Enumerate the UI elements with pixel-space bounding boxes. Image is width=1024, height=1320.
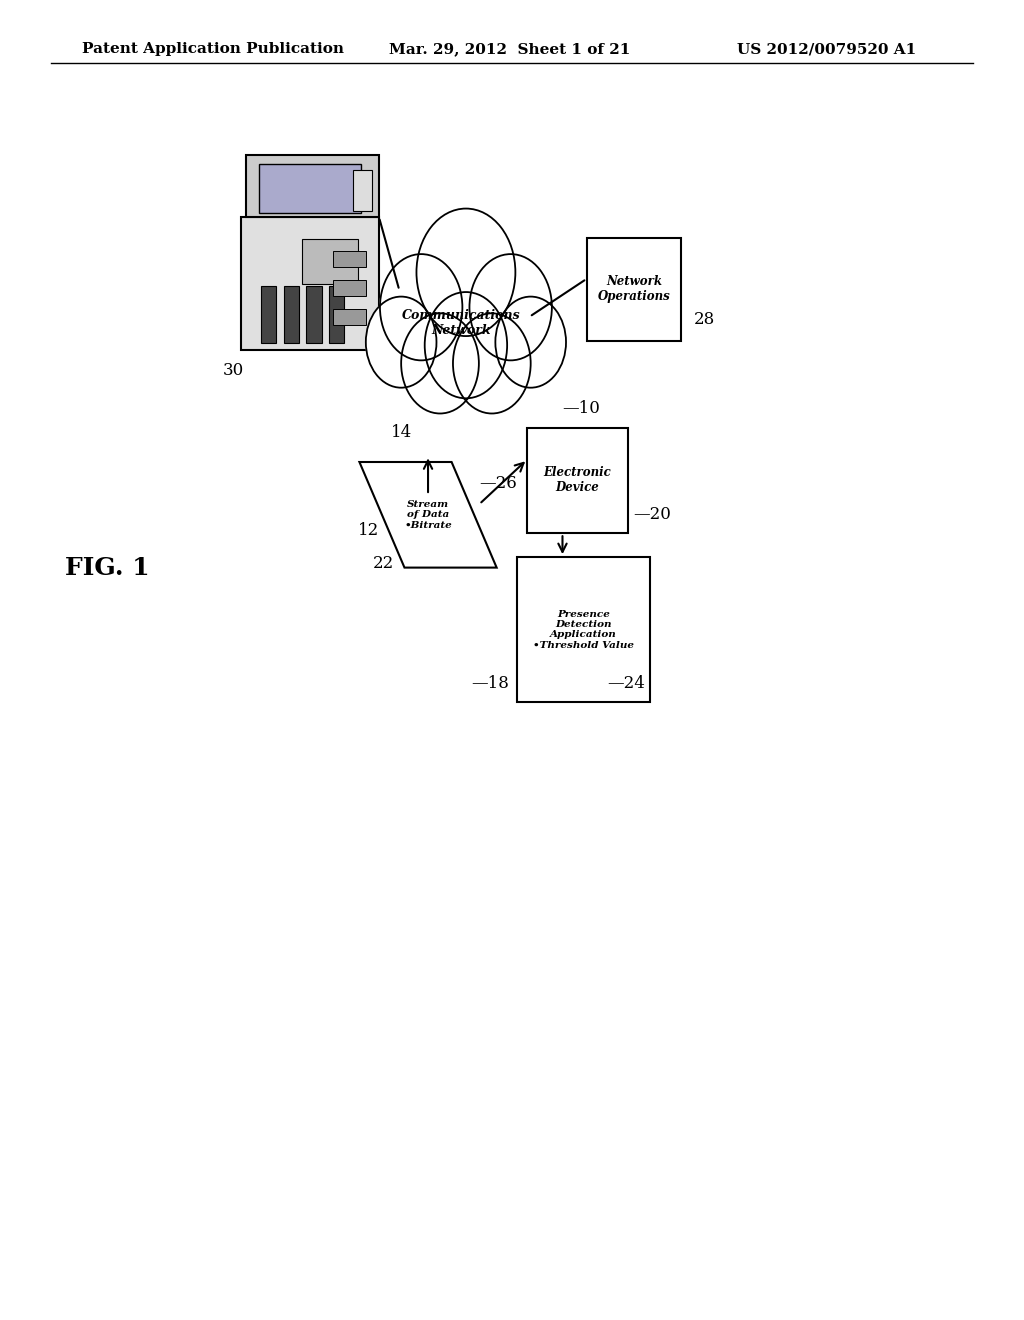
FancyBboxPatch shape	[333, 309, 366, 325]
FancyBboxPatch shape	[587, 238, 681, 341]
FancyBboxPatch shape	[241, 216, 379, 350]
FancyBboxPatch shape	[306, 286, 322, 343]
Circle shape	[469, 253, 552, 360]
FancyBboxPatch shape	[333, 251, 366, 267]
Circle shape	[366, 297, 436, 388]
FancyBboxPatch shape	[333, 280, 366, 296]
Text: Mar. 29, 2012  Sheet 1 of 21: Mar. 29, 2012 Sheet 1 of 21	[389, 42, 631, 57]
FancyBboxPatch shape	[527, 428, 628, 533]
Circle shape	[380, 253, 463, 360]
Circle shape	[401, 313, 479, 413]
Text: 12: 12	[357, 523, 379, 539]
Text: —10: —10	[562, 400, 600, 417]
Text: Stream
of Data
•Bitrate: Stream of Data •Bitrate	[404, 500, 452, 529]
Circle shape	[417, 209, 515, 337]
FancyBboxPatch shape	[329, 286, 344, 343]
FancyBboxPatch shape	[246, 156, 379, 216]
FancyBboxPatch shape	[284, 286, 299, 343]
FancyBboxPatch shape	[302, 239, 358, 284]
Text: US 2012/0079520 A1: US 2012/0079520 A1	[737, 42, 916, 57]
Text: Communications
Network: Communications Network	[401, 309, 520, 338]
Text: Electronic
Device: Electronic Device	[544, 466, 611, 495]
Text: 14: 14	[391, 425, 413, 441]
FancyBboxPatch shape	[353, 170, 372, 211]
FancyBboxPatch shape	[517, 557, 650, 702]
Text: 30: 30	[223, 362, 244, 379]
Circle shape	[496, 297, 566, 388]
Text: 28: 28	[694, 312, 716, 327]
Text: —20: —20	[633, 506, 671, 523]
Text: 22: 22	[373, 556, 394, 572]
Text: Patent Application Publication: Patent Application Publication	[82, 42, 344, 57]
Text: Network
Operations: Network Operations	[597, 275, 671, 304]
Text: —18: —18	[471, 675, 509, 692]
Text: FIG. 1: FIG. 1	[66, 556, 150, 579]
Text: —24: —24	[607, 675, 645, 692]
Circle shape	[453, 313, 530, 413]
Polygon shape	[359, 462, 497, 568]
FancyBboxPatch shape	[261, 286, 276, 343]
FancyBboxPatch shape	[259, 164, 361, 213]
Text: Presence
Detection
Application
•Threshold Value: Presence Detection Application •Threshol…	[534, 610, 634, 649]
Text: —26: —26	[479, 475, 517, 491]
Circle shape	[425, 292, 507, 399]
